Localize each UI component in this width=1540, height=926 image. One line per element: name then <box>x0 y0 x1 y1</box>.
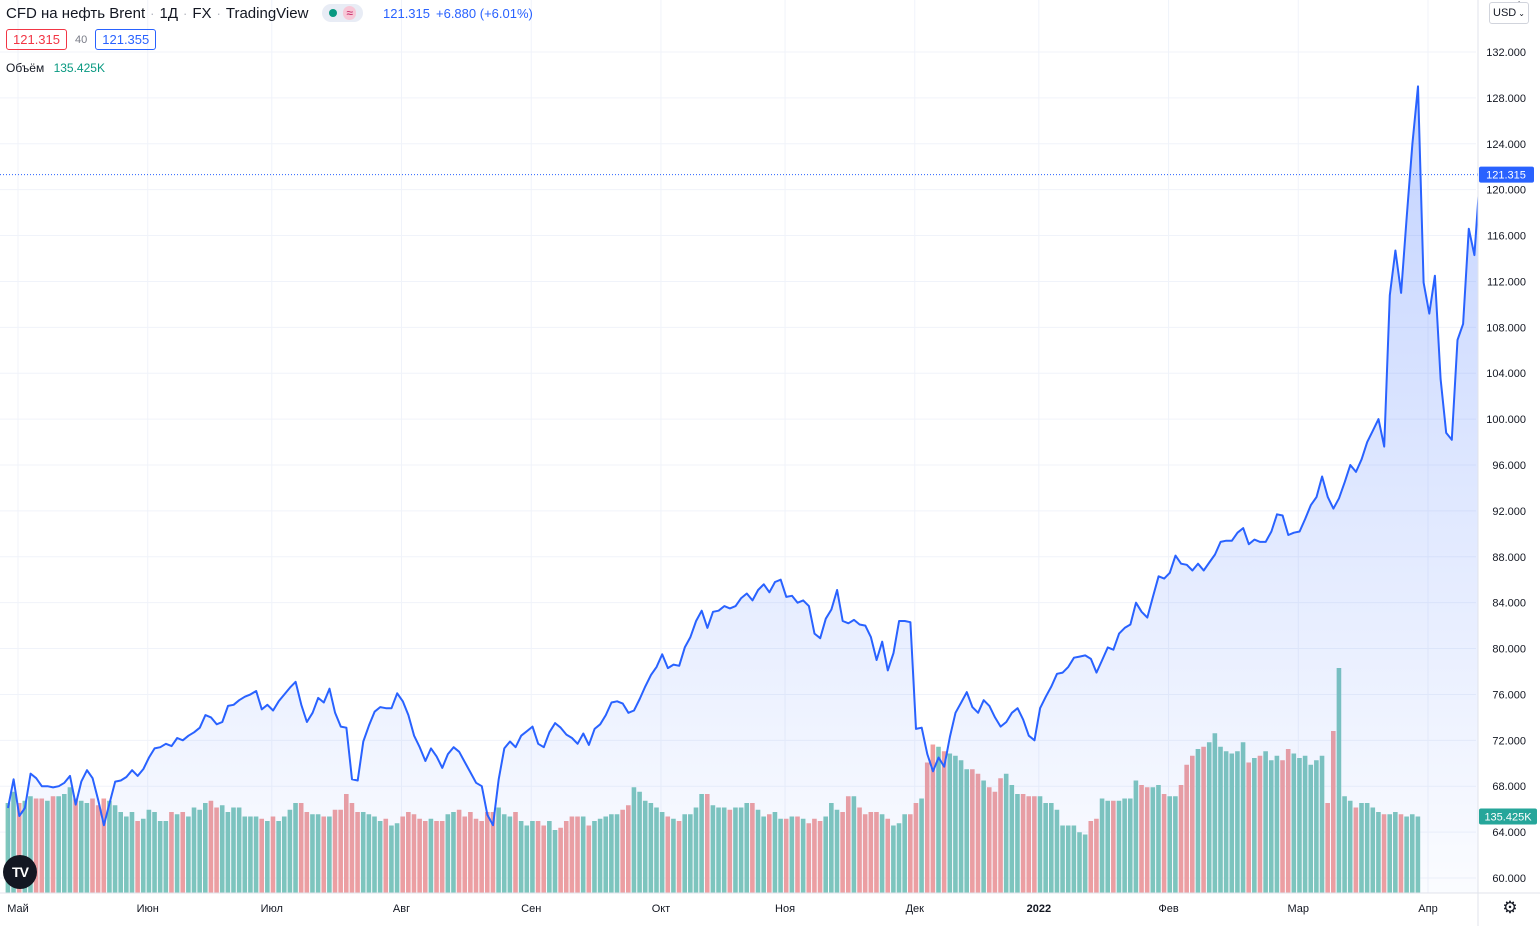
time-tick-label: Окт <box>652 903 671 915</box>
price-tick-label: 76.000 <box>1492 689 1526 701</box>
time-tick-label: Мар <box>1288 903 1310 915</box>
time-tick-label: Дек <box>906 903 925 915</box>
time-tick-label: Июл <box>261 903 283 915</box>
spread-value: 40 <box>75 33 88 46</box>
tradingview-logo-icon[interactable]: TV <box>3 855 37 889</box>
price-tick-label: 64.000 <box>1492 827 1526 839</box>
quote-box: 121.315 40 121.355 <box>6 29 157 50</box>
last-price: 121.315 <box>383 5 430 21</box>
volume-bar <box>5 803 11 893</box>
currency-selector[interactable]: USD ⌄ <box>1489 2 1529 24</box>
last-price-badge-label: 121.315 <box>1486 170 1526 182</box>
delayed-data-icon: ≈ <box>343 6 356 20</box>
volume-legend[interactable]: Объём 135.425K <box>6 61 105 75</box>
time-tick-label: Авг <box>393 903 410 915</box>
price-tick-label: 112.000 <box>1487 276 1526 288</box>
time-tick-label: Июн <box>137 903 159 915</box>
time-tick-label: Фев <box>1158 903 1178 915</box>
symbol-header: CFD на нефть Brent · 1Д · FX · TradingVi… <box>6 4 533 22</box>
price-tick-label: 108.000 <box>1486 322 1526 334</box>
price-tick-label: 84.000 <box>1492 598 1526 610</box>
price-area-fill <box>8 86 1480 893</box>
axis-badges: 121.315 135.425K <box>1479 166 1537 825</box>
price-axis-bg <box>1478 0 1540 926</box>
price-tick-label: 60.000 <box>1492 873 1526 885</box>
currency-label: USD <box>1493 7 1517 19</box>
status-pill[interactable]: ≈ <box>322 4 363 22</box>
price-tick-label: 72.000 <box>1492 735 1526 747</box>
header-separator: · <box>183 5 188 21</box>
time-axis-bg <box>0 893 1476 926</box>
market-open-icon <box>329 9 338 17</box>
volume-badge <box>1479 808 1537 825</box>
exchange-label: FX <box>192 4 212 22</box>
header-separator: · <box>216 5 221 21</box>
price-tick-label: 124.000 <box>1486 139 1526 151</box>
price-tick-label: 104.000 <box>1486 368 1526 380</box>
price-tick-label: 80.000 <box>1492 644 1526 656</box>
time-tick-label: Май <box>7 903 29 915</box>
price-tick-label: 128.000 <box>1486 93 1526 105</box>
price-tick-label: 88.000 <box>1492 552 1526 564</box>
volume-badge-label: 135.425K <box>1484 812 1532 824</box>
price-tick-label: 100.000 <box>1486 414 1526 426</box>
last-price-badge <box>1479 166 1534 183</box>
price-line[interactable] <box>7 85 1481 827</box>
header-separator: · <box>150 5 155 21</box>
time-axis[interactable]: Май Июн Июл Авг Сен Окт Ноя Дек 2022 Фев Мар Апр <box>0 892 1540 926</box>
volume-label: Объём <box>6 61 45 75</box>
bid-button[interactable]: 121.315 <box>6 29 67 50</box>
source-label: TradingView <box>225 4 309 22</box>
time-tick-label: 2022 <box>1027 903 1051 915</box>
price-tick-label: 116.000 <box>1487 231 1526 243</box>
time-tick-label: Сен <box>521 903 541 915</box>
price-change: +6.880 (+6.01%) <box>436 5 533 21</box>
symbol-title[interactable]: CFD на нефть Brent <box>6 4 146 22</box>
chevron-down-icon: ⌄ <box>1518 8 1525 18</box>
time-tick-label: Ноя <box>775 903 795 915</box>
price-tick-label: 96.000 <box>1492 460 1526 472</box>
gear-icon[interactable]: ⚙ <box>1502 898 1518 917</box>
price-tick-label: 68.000 <box>1492 781 1526 793</box>
volume-value: 135.425K <box>53 61 105 75</box>
interval-label[interactable]: 1Д <box>159 4 178 22</box>
ask-button[interactable]: 121.355 <box>95 29 157 50</box>
price-axis[interactable]: 60.000 64.000 68.000 72.000 76.000 80.000 84.0… <box>1477 0 1540 926</box>
price-tick-label: 92.000 <box>1492 506 1526 518</box>
time-tick-label: Апр <box>1418 903 1437 915</box>
price-tick-label: 132.000 <box>1486 47 1526 59</box>
price-tick-label: 120.000 <box>1486 185 1526 197</box>
